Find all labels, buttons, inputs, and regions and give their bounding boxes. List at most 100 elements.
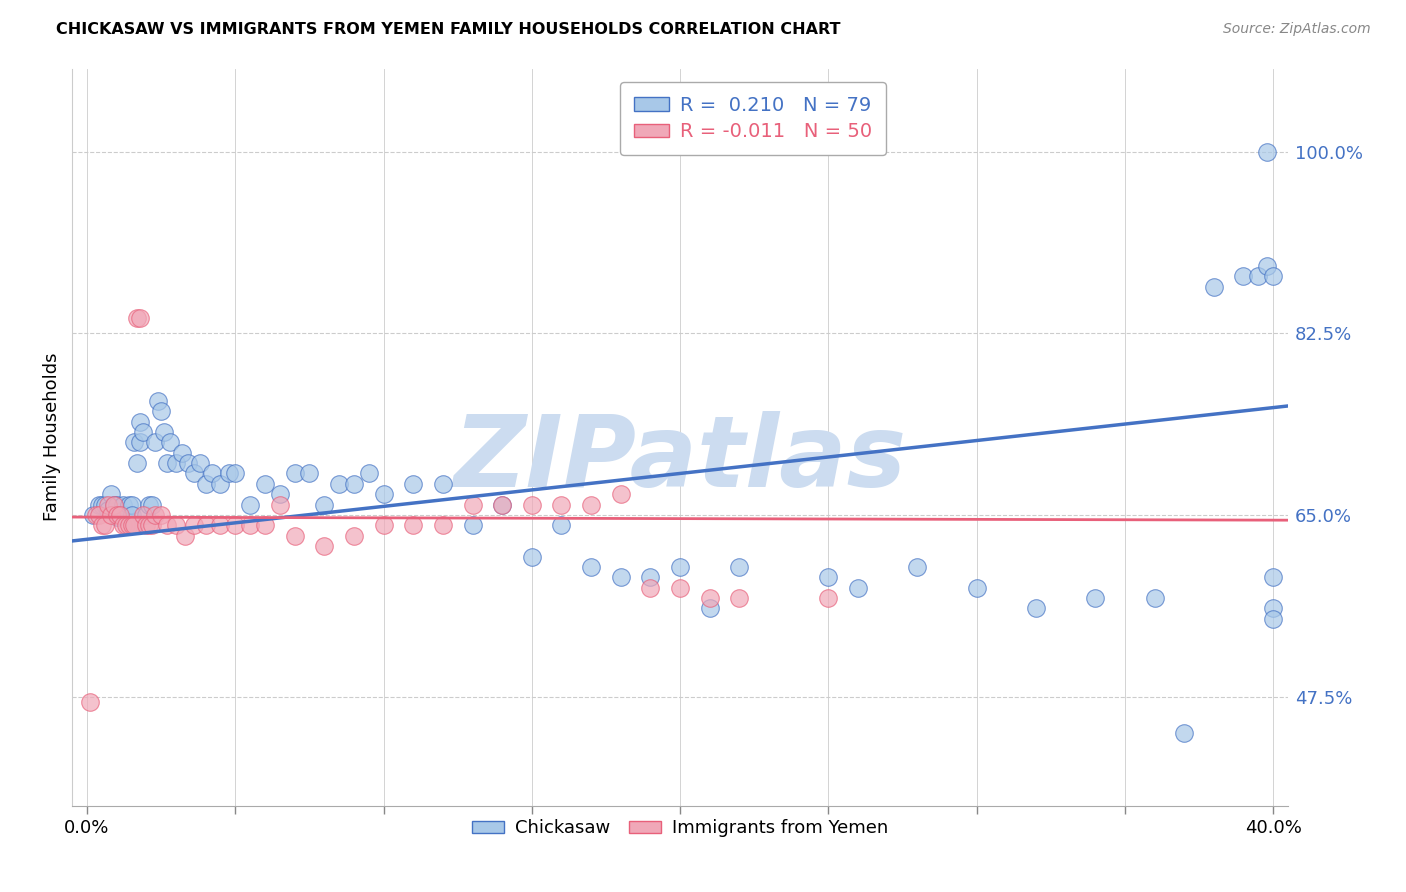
Point [284,529,307,543]
Point [87,508,110,522]
Point [150,404,173,418]
Y-axis label: Family Households: Family Households [44,353,60,521]
Point [402,476,425,491]
Point [124,435,146,450]
Point [156,518,179,533]
Point [1202,279,1225,293]
Point [579,498,602,512]
Point [143,435,166,450]
Point [121,498,143,512]
Point [402,518,425,533]
Point [114,508,136,522]
Point [461,518,484,533]
Point [669,560,692,574]
Point [373,518,395,533]
Point [239,518,262,533]
Point [1261,612,1284,626]
Point [132,508,155,522]
Point [269,498,291,512]
Point [127,310,149,325]
Point [194,518,217,533]
Point [165,518,187,533]
Point [432,476,454,491]
Point [817,570,839,584]
Point [138,518,160,533]
Point [90,498,112,512]
Point [1084,591,1107,605]
Point [165,456,187,470]
Text: CHICKASAW VS IMMIGRANTS FROM YEMEN FAMILY HOUSEHOLDS CORRELATION CHART: CHICKASAW VS IMMIGRANTS FROM YEMEN FAMIL… [56,22,841,37]
Point [373,487,395,501]
Point [699,601,721,615]
Point [121,518,143,533]
Point [138,498,160,512]
Point [124,518,146,533]
Text: Source: ZipAtlas.com: Source: ZipAtlas.com [1223,22,1371,37]
Point [817,591,839,605]
Point [132,425,155,439]
Point [153,425,176,439]
Point [1143,591,1166,605]
Point [253,476,276,491]
Point [1256,259,1278,273]
Point [114,518,136,533]
Point [170,445,193,459]
Point [1025,601,1047,615]
Point [491,498,513,512]
Point [121,508,143,522]
Point [209,518,232,533]
Point [1261,601,1284,615]
Point [97,503,120,517]
Point [150,508,173,522]
Point [728,560,751,574]
Point [127,456,149,470]
Point [284,467,307,481]
Point [141,518,163,533]
Point [183,467,205,481]
Point [117,518,139,533]
Point [129,310,152,325]
Point [1173,726,1195,740]
Point [97,498,120,512]
Point [610,487,633,501]
Point [111,498,134,512]
Point [183,518,205,533]
Point [357,467,380,481]
Legend: Chickasaw, Immigrants from Yemen: Chickasaw, Immigrants from Yemen [465,812,896,845]
Point [432,518,454,533]
Point [966,581,988,595]
Point [94,498,117,512]
Point [156,456,179,470]
Point [640,581,662,595]
Point [159,435,181,450]
Point [194,476,217,491]
Point [111,518,134,533]
Point [846,581,869,595]
Point [105,510,128,524]
Point [209,476,232,491]
Point [103,498,125,512]
Point [728,591,751,605]
Point [82,508,104,522]
Point [143,508,166,522]
Point [135,508,157,522]
Point [141,498,163,512]
Point [218,467,240,481]
Point [174,529,197,543]
Point [87,498,110,512]
Point [491,498,513,512]
Point [90,518,112,533]
Point [224,518,246,533]
Point [610,570,633,584]
Point [314,498,336,512]
Point [640,570,662,584]
Point [224,467,246,481]
Point [124,518,146,533]
Point [253,518,276,533]
Point [94,518,117,533]
Point [905,560,928,574]
Text: ZIPatlas: ZIPatlas [454,410,907,508]
Point [129,435,152,450]
Point [1232,269,1254,284]
Point [103,498,125,512]
